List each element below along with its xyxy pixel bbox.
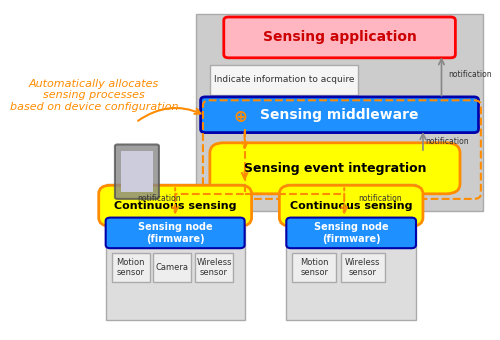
Text: Sensing node
(firmware): Sensing node (firmware)	[314, 222, 388, 244]
FancyBboxPatch shape	[286, 184, 416, 320]
FancyBboxPatch shape	[210, 143, 460, 194]
FancyBboxPatch shape	[115, 144, 159, 199]
FancyBboxPatch shape	[196, 14, 483, 211]
FancyBboxPatch shape	[210, 65, 358, 95]
FancyBboxPatch shape	[195, 253, 233, 282]
FancyBboxPatch shape	[224, 17, 456, 58]
Text: Continuous sensing: Continuous sensing	[290, 201, 412, 211]
Text: notification: notification	[426, 137, 469, 146]
Text: notification: notification	[448, 70, 492, 79]
Text: Sensing application: Sensing application	[262, 30, 416, 45]
Text: Indicate information to acquire: Indicate information to acquire	[214, 75, 354, 84]
Text: Motion
sensor: Motion sensor	[300, 258, 328, 277]
Text: ⊕: ⊕	[233, 108, 247, 126]
FancyBboxPatch shape	[340, 253, 384, 282]
Text: Automatically allocates
sensing processes
based on device configuration: Automatically allocates sensing processe…	[10, 79, 178, 112]
FancyBboxPatch shape	[106, 184, 244, 320]
FancyBboxPatch shape	[280, 185, 423, 226]
FancyBboxPatch shape	[154, 253, 192, 282]
FancyBboxPatch shape	[121, 151, 153, 192]
Text: notification: notification	[137, 194, 180, 203]
Text: Sensing node
(firmware): Sensing node (firmware)	[138, 222, 212, 244]
Text: Sensing middleware: Sensing middleware	[260, 108, 419, 122]
Text: Wireless
sensor: Wireless sensor	[345, 258, 380, 277]
Text: Wireless
sensor: Wireless sensor	[196, 258, 232, 277]
FancyBboxPatch shape	[112, 253, 150, 282]
Text: Continuous sensing: Continuous sensing	[114, 201, 236, 211]
FancyBboxPatch shape	[106, 218, 244, 248]
Text: Camera: Camera	[156, 263, 189, 272]
Text: notification: notification	[358, 194, 402, 203]
Text: Motion
sensor: Motion sensor	[116, 258, 145, 277]
FancyBboxPatch shape	[98, 185, 252, 226]
FancyBboxPatch shape	[292, 253, 337, 282]
FancyBboxPatch shape	[200, 97, 478, 133]
FancyBboxPatch shape	[286, 218, 416, 248]
Text: Sensing event integration: Sensing event integration	[244, 162, 426, 175]
